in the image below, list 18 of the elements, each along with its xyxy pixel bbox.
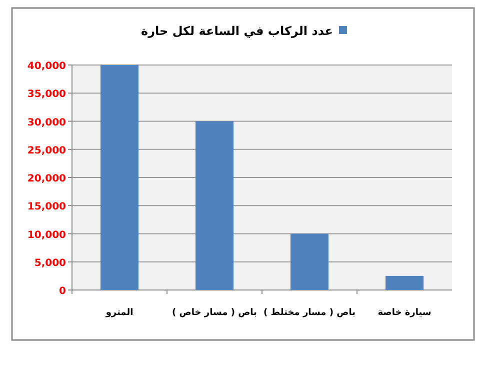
- y-tick-label: 0: [59, 286, 66, 297]
- bar: [100, 65, 138, 290]
- y-tick-label: 5,000: [34, 258, 66, 269]
- bar: [386, 276, 424, 290]
- y-tick-label: 40,000: [27, 61, 66, 72]
- x-tick-label: المترو: [104, 308, 134, 318]
- y-tick-label: 20,000: [27, 174, 66, 184]
- y-tick-label: 15,000: [27, 202, 66, 213]
- y-tick-label: 25,000: [27, 145, 66, 156]
- legend-label: عدد الركاب في الساعة لكل حارة: [141, 24, 333, 38]
- x-tick-label: سيارة خاصة: [378, 308, 432, 318]
- y-tick-label: 10,000: [27, 230, 66, 241]
- x-tick-label: باص ( مسار خاص ): [172, 308, 257, 318]
- x-tick-label: باص ( مسار مختلط ): [264, 308, 356, 318]
- y-tick-label: 35,000: [27, 89, 66, 100]
- bar: [290, 234, 328, 290]
- y-tick-label: 30,000: [27, 117, 66, 128]
- bar: [196, 121, 234, 290]
